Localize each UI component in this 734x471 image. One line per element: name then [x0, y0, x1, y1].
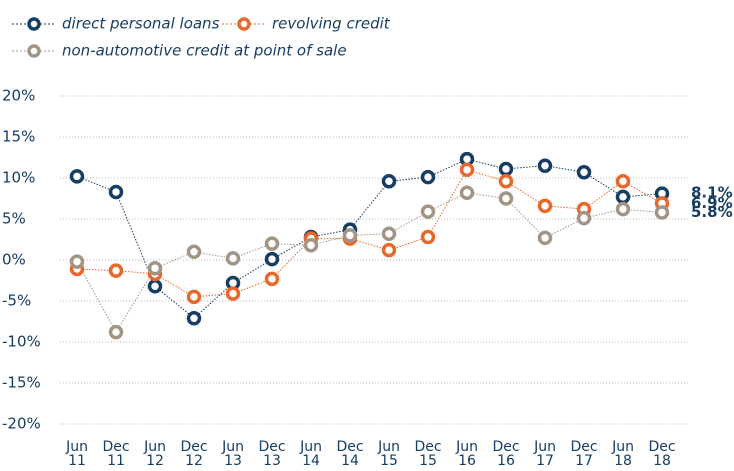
y-tick-label: -15% — [2, 374, 41, 392]
data-point — [264, 251, 280, 267]
y-tick-label: -20% — [2, 415, 41, 433]
x-tick-label: Dec 15 — [414, 439, 442, 469]
data-point — [69, 169, 85, 184]
y-tick-label: 10% — [2, 169, 35, 187]
y-tick-label: 0% — [2, 251, 26, 269]
x-tick-label: Jun 14 — [300, 439, 322, 469]
data-point — [342, 228, 358, 243]
legend-label: non-automotive credit at point of sale — [62, 42, 347, 60]
y-tick-label: 5% — [2, 210, 26, 228]
data-point — [186, 310, 202, 326]
data-point — [537, 158, 553, 173]
data-point — [264, 271, 280, 287]
data-point — [108, 324, 124, 340]
data-point — [108, 263, 124, 278]
data-point — [225, 251, 241, 266]
x-tick-label: Dec 18 — [648, 439, 676, 469]
data-point — [381, 226, 397, 242]
data-point — [498, 191, 514, 206]
data-point — [498, 161, 514, 177]
data-point — [225, 286, 241, 301]
data-point — [459, 185, 475, 201]
data-point — [108, 184, 124, 200]
data-point — [186, 244, 202, 260]
x-tick-label: Jun 15 — [378, 439, 400, 469]
data-point — [69, 254, 85, 269]
data-point — [537, 230, 553, 246]
data-point — [381, 174, 397, 189]
x-tick-label: Dec 11 — [102, 439, 130, 469]
data-point — [537, 198, 553, 214]
data-point — [459, 162, 475, 178]
y-tick-label: 20% — [2, 87, 35, 105]
x-tick-label: Dec 13 — [258, 439, 286, 469]
series-line — [76, 169, 663, 298]
series-line — [76, 158, 663, 319]
series-line — [76, 192, 663, 334]
x-tick-label: Dec 12 — [180, 439, 208, 469]
data-point — [420, 229, 436, 245]
legend-label: revolving credit — [272, 15, 391, 33]
x-tick-label: Jun 11 — [66, 439, 88, 469]
data-point — [264, 236, 280, 251]
data-point — [420, 204, 436, 219]
x-tick-label: Dec 14 — [336, 439, 364, 469]
data-point — [615, 201, 631, 217]
data-point — [420, 169, 436, 185]
x-tick-label: Dec 17 — [570, 439, 598, 469]
x-tick-label: Jun 13 — [222, 439, 244, 469]
data-point — [381, 242, 397, 258]
data-point — [576, 210, 592, 226]
data-point — [498, 174, 514, 189]
x-tick-label: Jun 18 — [612, 439, 634, 469]
legend-label: direct personal loans — [62, 15, 220, 33]
data-point — [147, 278, 163, 294]
legend-marker — [27, 17, 41, 31]
data-point — [576, 165, 592, 180]
data-point — [147, 260, 163, 276]
x-tick-label: Jun 16 — [456, 439, 478, 469]
data-point — [186, 289, 202, 305]
data-point — [615, 189, 631, 205]
data-point — [654, 205, 670, 220]
x-tick-label: Jun 17 — [534, 439, 556, 469]
x-tick-label: Jun 12 — [144, 439, 166, 469]
data-point — [303, 237, 319, 253]
value-label: 8.1% — [691, 184, 733, 202]
x-tick-label: Dec 16 — [492, 439, 520, 469]
y-tick-label: -10% — [2, 333, 41, 351]
value-label: 6.9% — [691, 194, 733, 212]
value-label: 5.8% — [691, 203, 733, 221]
legend-marker — [27, 44, 41, 58]
data-point — [615, 174, 631, 189]
legend-marker — [237, 17, 251, 31]
y-tick-label: -5% — [2, 292, 31, 310]
y-tick-label: 15% — [2, 128, 35, 146]
